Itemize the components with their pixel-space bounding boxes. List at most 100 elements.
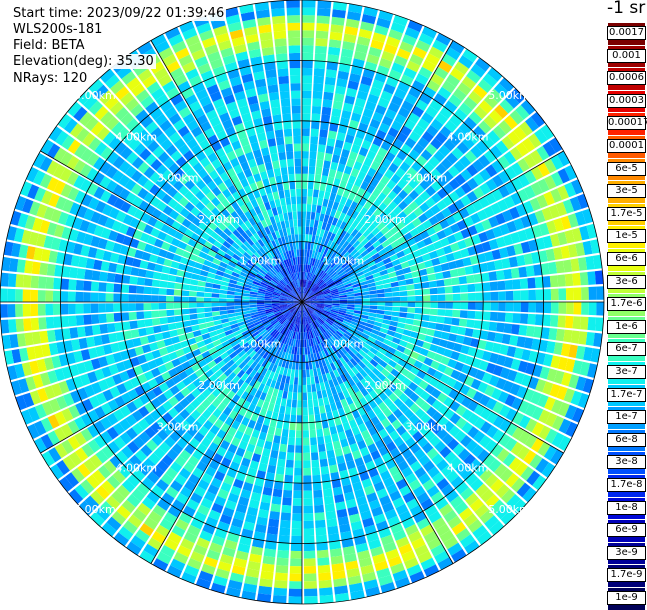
- range-gate-cell: [235, 309, 243, 313]
- range-gate-cell: [315, 38, 327, 46]
- range-gate-cell: [174, 296, 182, 302]
- range-gate-cell: [272, 496, 282, 505]
- range-gate-cell: [175, 322, 183, 329]
- range-gate-cell: [190, 319, 198, 325]
- range-gate-cell: [303, 400, 308, 408]
- range-gate-cell: [129, 276, 138, 285]
- range-gate-cell: [76, 280, 84, 291]
- range-gate-cell: [174, 303, 182, 309]
- range-gate-cell: [316, 205, 322, 213]
- range-gate-cell: [383, 315, 391, 320]
- range-gate-cell: [437, 309, 445, 316]
- range-gate-cell: [415, 308, 423, 314]
- range-gate-cell: [273, 191, 280, 200]
- range-gate-cell: [428, 322, 437, 329]
- colorbar-tick-label: 0.0003: [607, 94, 646, 108]
- range-gate-cell: [299, 370, 302, 378]
- range-gate-cell: [168, 323, 177, 330]
- range-gate-cell: [304, 543, 315, 551]
- range-gate-cell: [563, 330, 572, 343]
- range-gate-cell: [151, 295, 159, 302]
- range-gate-cell: [496, 270, 505, 280]
- range-gate-cell: [589, 302, 597, 315]
- range-gate-cell: [290, 566, 302, 574]
- range-gate-cell: [302, 196, 307, 204]
- range-gate-cell: [384, 311, 392, 316]
- range-gate-cell: [286, 399, 292, 407]
- range-gate-cell: [68, 304, 76, 315]
- range-gate-cell: [335, 171, 343, 180]
- range-gate-cell: [292, 113, 301, 121]
- range-gate-cell: [189, 303, 197, 308]
- range-gate-cell: [406, 284, 414, 290]
- range-gate-cell: [302, 174, 308, 182]
- colorbar-tick-label: 1.7e-8: [607, 478, 646, 492]
- range-gate-cell: [369, 290, 377, 294]
- range-gate-cell: [467, 311, 475, 319]
- range-gate-cell: [114, 284, 122, 293]
- range-gate-cell: [315, 46, 327, 54]
- range-gate-cell: [290, 415, 296, 423]
- range-gate-cell: [198, 281, 206, 287]
- range-gate-cell: [175, 276, 184, 283]
- range-gate-cell: [275, 129, 284, 138]
- range-gate-cell: [333, 101, 343, 110]
- range-gate-cell: [331, 433, 339, 442]
- range-gate-cell: [168, 275, 177, 282]
- range-gate-cell: [415, 296, 423, 302]
- range-gate-cell: [302, 30, 314, 38]
- range-gate-cell: [219, 307, 227, 311]
- range-gate-cell: [557, 274, 566, 286]
- range-gate-cell: [377, 306, 385, 310]
- colorbar-tick-label: 1e-7: [607, 410, 646, 424]
- range-gate-cell: [189, 285, 197, 291]
- range-gate-cell: [166, 289, 174, 296]
- range-gate-cell: [285, 136, 293, 144]
- range-gate-cell: [302, 211, 306, 219]
- range-gate-cell: [293, 128, 301, 136]
- range-gate-cell: [257, 302, 265, 304]
- range-gate-cell: [354, 308, 362, 312]
- range-gate-cell: [205, 317, 213, 323]
- range-gate-cell: [293, 506, 303, 514]
- range-gate-cell: [376, 314, 384, 319]
- range-gate-cell: [293, 354, 297, 362]
- range-gate-cell: [280, 444, 288, 452]
- range-gate-cell: [315, 167, 322, 175]
- range-gate-cell: [302, 8, 315, 16]
- range-gate-cell: [320, 183, 327, 191]
- colorbar-tick-label: 6e-9: [607, 523, 646, 537]
- range-gate-cell: [309, 166, 316, 174]
- range-gate-cell: [303, 460, 311, 468]
- range-gate-cell: [211, 298, 219, 302]
- range-gate-cell: [305, 355, 308, 363]
- range-gate-cell: [303, 377, 307, 385]
- range-gate-cell: [302, 362, 305, 370]
- range-gate-cell: [303, 491, 312, 499]
- range-gate-cell: [309, 415, 315, 423]
- range-gate-cell: [503, 269, 512, 279]
- range-gate-cell: [330, 32, 343, 41]
- range-gate-cell: [138, 328, 147, 337]
- range-gate-cell: [227, 310, 235, 314]
- range-gate-cell: [518, 267, 527, 278]
- range-gate-cell: [282, 497, 292, 505]
- range-gate-cell: [328, 131, 337, 140]
- range-gate-cell: [307, 377, 311, 385]
- range-gate-cell: [227, 306, 235, 310]
- range-gate-cell: [300, 272, 301, 280]
- range-gate-cell: [303, 445, 310, 453]
- range-gate-cell: [227, 291, 235, 295]
- range-gate-cell: [302, 159, 309, 167]
- range-gate-cell: [166, 310, 174, 317]
- range-ring-label: 3.00km: [406, 172, 448, 185]
- range-gate-cell: [143, 295, 151, 302]
- range-gate-cell: [75, 292, 83, 302]
- range-gate-cell: [451, 277, 460, 285]
- range-gate-cell: [199, 275, 207, 281]
- colorbar-tick-label: 6e-8: [607, 433, 646, 447]
- range-ring-label: 4.00km: [447, 462, 489, 475]
- range-gate-cell: [370, 298, 378, 302]
- range-gate-cell: [205, 282, 213, 288]
- range-gate-cell: [83, 315, 91, 325]
